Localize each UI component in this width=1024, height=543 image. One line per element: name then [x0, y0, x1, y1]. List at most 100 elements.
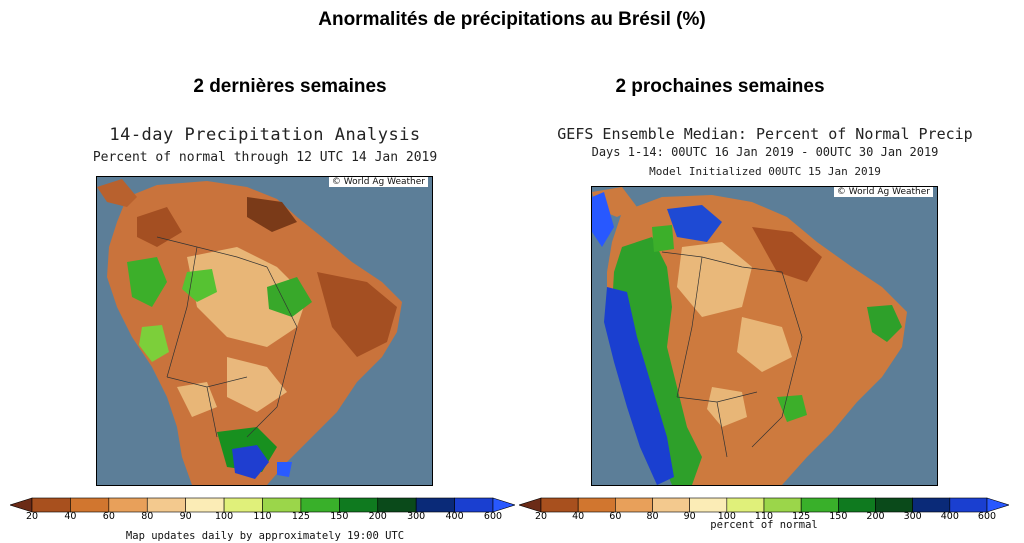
left-colorbar-tick: 90	[179, 511, 192, 522]
left-borders	[156, 236, 298, 438]
right-colorbar-swatch	[652, 497, 690, 513]
left-colorbar-swatch	[415, 497, 455, 513]
left-colorbar	[10, 497, 515, 513]
right-colorbar-tick: 90	[683, 511, 696, 522]
right-tan-region	[677, 242, 752, 317]
right-map-subtitle-2: Model Initialized 00UTC 15 Jan 2019	[649, 165, 881, 178]
right-colorbar-tick: 600	[977, 511, 997, 522]
right-colorbar-swatch	[838, 497, 876, 513]
left-colorbar-tick: 600	[483, 511, 503, 522]
left-colorbar-arrow-high	[492, 497, 515, 513]
left-colorbar-arrow-low	[10, 497, 33, 513]
right-colorbar-swatch	[875, 497, 913, 513]
left-colorbar-tick: 80	[141, 511, 154, 522]
left-colorbar-tick: 110	[253, 511, 272, 522]
right-colorbar-ticks: 20 40 60 80 90 100 110 125 150 200 300 400 600	[519, 511, 1009, 525]
left-colorbar-swatch	[377, 497, 417, 513]
left-map-credit: © World Ag Weather	[328, 177, 428, 187]
right-colorbar-tick: 110	[754, 511, 774, 522]
left-footer: Map updates daily by approximately 19:00…	[125, 530, 405, 542]
left-panel-heading: 2 dernières semaines	[193, 76, 387, 97]
right-map-credit: © World Ag Weather	[833, 187, 933, 197]
right-colorbar-swatch	[726, 497, 765, 513]
left-colorbar-ticks: 20 40 60 80 90 100 110 125 150 200 300 400 600	[10, 511, 515, 525]
right-colorbar-tick: 200	[866, 511, 885, 522]
right-map-svg	[592, 187, 937, 485]
left-colorbar-tick: 400	[445, 511, 464, 522]
left-wet-peru	[127, 257, 167, 307]
right-colorbar-tick: 20	[534, 511, 548, 522]
left-map-subtitle: Percent of normal through 12 UTC 14 Jan …	[92, 150, 438, 165]
right-wet-northeast	[867, 305, 902, 342]
right-colorbar-arrow-high	[986, 497, 1009, 513]
left-dry-northeast	[317, 272, 397, 357]
left-colorbar-tick: 20	[25, 511, 39, 522]
left-colorbar-swatch	[454, 497, 494, 513]
left-precip-map: © World Ag Weather	[96, 176, 433, 486]
right-colorbar-svg	[519, 497, 1009, 513]
right-colorbar-swatch	[540, 497, 579, 513]
left-colorbar-swatch	[31, 497, 71, 513]
right-colorbar-swatch	[800, 497, 839, 513]
right-map-title: GEFS Ensemble Median: Percent of Normal …	[557, 125, 973, 143]
left-colorbar-tick: 300	[407, 511, 426, 522]
right-map-subtitle: Days 1-14: 00UTC 16 Jan 2019 - 00UTC 30 …	[591, 145, 939, 159]
left-colorbar-svg	[10, 497, 515, 513]
left-map-svg	[97, 177, 432, 485]
right-colorbar-swatch	[689, 497, 728, 513]
left-tan-region-2	[227, 357, 287, 412]
right-colorbar-swatch	[949, 497, 988, 513]
right-colorbar-tick: 300	[903, 511, 922, 522]
right-wet-south	[777, 395, 807, 422]
right-precip-map: © World Ag Weather	[591, 186, 938, 486]
right-colorbar-swatch	[763, 497, 802, 513]
left-tan-region	[187, 247, 307, 347]
left-wet-amazon	[182, 269, 217, 302]
right-colorbar-swatch	[577, 497, 616, 513]
left-wet-bolivia	[139, 325, 169, 362]
left-colorbar-tick: 60	[102, 511, 115, 522]
left-colorbar-swatch	[146, 497, 186, 513]
right-colorbar	[519, 497, 1009, 513]
left-dry-colombia	[137, 207, 182, 247]
left-map-title: 14-day Precipitation Analysis	[109, 125, 421, 145]
right-colorbar-tick: 400	[940, 511, 959, 522]
right-colorbar-tick: 150	[829, 511, 848, 522]
right-wet-andes	[612, 237, 702, 485]
left-colorbar-tick: 40	[64, 511, 77, 522]
left-very-wet-argentina	[232, 445, 269, 479]
left-tan-region-3	[177, 382, 217, 417]
left-colorbar-swatch	[223, 497, 263, 513]
left-very-wet-uruguay	[277, 462, 292, 477]
right-colorbar-tick: 100	[717, 511, 736, 522]
left-colorbar-swatch	[70, 497, 110, 513]
right-footer: percent of normal	[710, 519, 818, 531]
left-colorbar-swatch	[262, 497, 302, 513]
left-dry-venezuela	[247, 197, 297, 232]
right-tan-region-2	[737, 317, 792, 372]
left-colorbar-swatch	[300, 497, 340, 513]
page-title: Anormalités de précipitations au Brésil …	[318, 9, 706, 30]
left-colorbar-swatch	[339, 497, 379, 513]
right-wet-colombia	[652, 225, 674, 252]
right-dry-north	[752, 227, 822, 282]
left-colorbar-swatch	[108, 497, 148, 513]
left-colorbar-swatch	[185, 497, 225, 513]
right-very-wet-panama	[592, 192, 614, 247]
left-colorbar-tick: 125	[291, 511, 310, 522]
right-very-wet-andes	[604, 287, 674, 485]
right-panel-heading: 2 prochaines semaines	[615, 76, 825, 97]
right-colorbar-tick: 60	[609, 511, 622, 522]
left-central-america	[97, 179, 137, 207]
left-colorbar-tick: 200	[368, 511, 387, 522]
left-colorbar-tick: 100	[215, 511, 234, 522]
left-colorbar-tick: 150	[330, 511, 349, 522]
right-borders	[661, 251, 803, 458]
right-colorbar-swatch	[615, 497, 653, 513]
left-wet-amazon-2	[267, 277, 312, 317]
right-colorbar-arrow-low	[519, 497, 542, 513]
right-colorbar-swatch	[912, 497, 951, 513]
right-colorbar-tick: 125	[792, 511, 811, 522]
right-colorbar-tick: 40	[572, 511, 585, 522]
right-colorbar-tick: 80	[646, 511, 659, 522]
